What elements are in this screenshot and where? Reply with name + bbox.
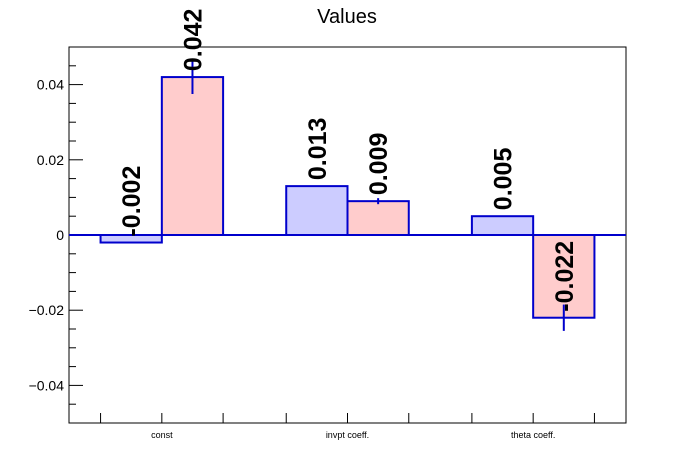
data-label: 0.005 bbox=[490, 148, 518, 211]
y-tick-label: 0.04 bbox=[37, 77, 64, 93]
data-label: 0.009 bbox=[365, 133, 393, 196]
y-axis: −0.04 −0.02 0 0.02 0.04 bbox=[29, 46, 83, 424]
bar bbox=[285, 185, 349, 236]
x-tick-label: invpt coeff. bbox=[326, 430, 369, 440]
value-labels: -0.002 0.013 0.005 0.042 0.009 -0.022 bbox=[118, 9, 579, 312]
x-tick-label: theta coeff. bbox=[511, 430, 555, 440]
bar bbox=[346, 200, 410, 237]
x-tick-label: const bbox=[151, 430, 173, 440]
data-label: -0.002 bbox=[118, 166, 146, 237]
data-label: 0.013 bbox=[304, 118, 332, 181]
y-tick-label: 0 bbox=[56, 227, 64, 243]
y-tick-label: 0.02 bbox=[37, 152, 64, 168]
chart-title: Values bbox=[317, 6, 377, 28]
bar bbox=[160, 76, 225, 236]
data-label: 0.042 bbox=[179, 9, 207, 72]
y-tick-label: −0.04 bbox=[29, 377, 65, 393]
data-label: -0.022 bbox=[551, 241, 579, 312]
bar bbox=[470, 215, 535, 236]
y-tick-label: −0.02 bbox=[29, 302, 65, 318]
bars bbox=[99, 60, 596, 331]
x-axis: const invpt coeff. theta coeff. bbox=[100, 413, 595, 440]
